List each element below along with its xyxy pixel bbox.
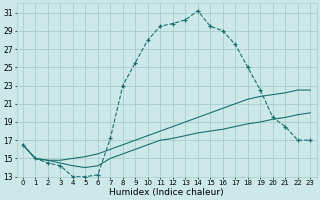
X-axis label: Humidex (Indice chaleur): Humidex (Indice chaleur)	[109, 188, 224, 197]
